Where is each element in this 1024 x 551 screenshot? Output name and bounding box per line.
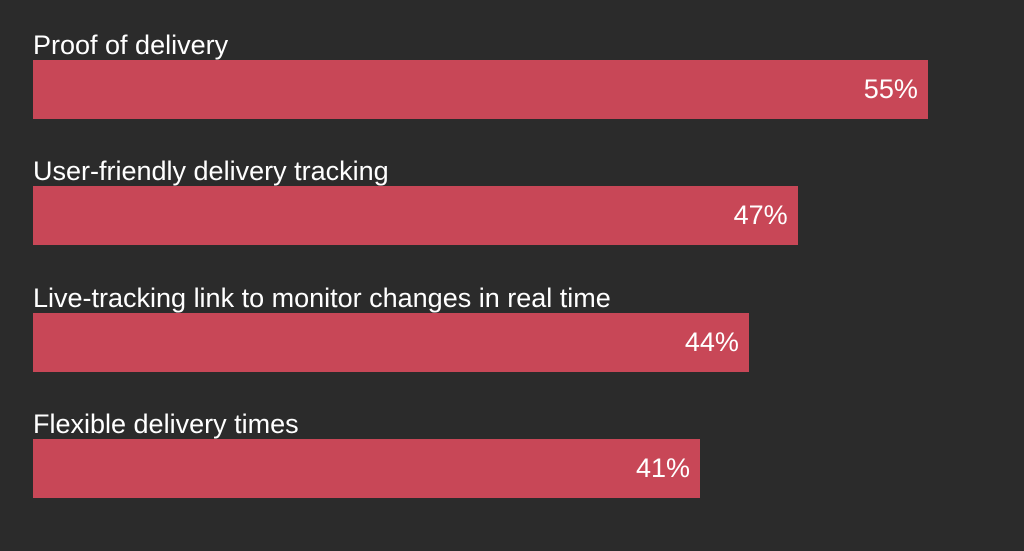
category-label: Proof of delivery	[33, 30, 229, 60]
category-label: Live-tracking link to monitor changes in…	[33, 282, 611, 313]
data-label: 44%	[684, 326, 739, 357]
bar: 55%	[33, 60, 928, 119]
bar: 41%	[33, 438, 701, 498]
data-label: 55%	[863, 74, 918, 104]
category-label: Flexible delivery times	[33, 408, 299, 439]
data-label: 47%	[733, 200, 788, 231]
bar: 47%	[33, 186, 798, 246]
bar: 44%	[33, 312, 749, 372]
data-label: 41%	[636, 452, 691, 483]
category-label: User-friendly delivery tracking	[33, 156, 389, 187]
